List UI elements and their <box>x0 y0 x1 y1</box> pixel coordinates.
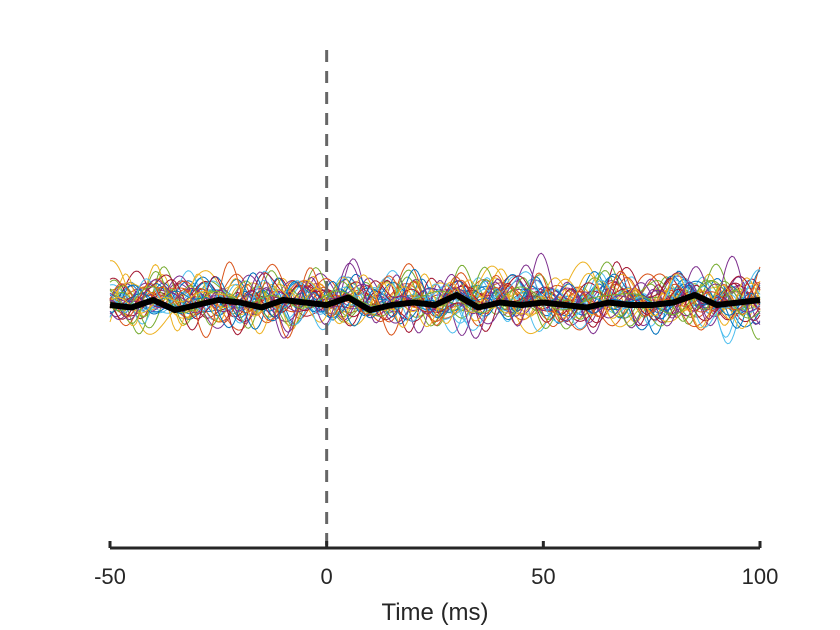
x-tick-label: -50 <box>94 564 126 589</box>
trial-trace <box>109 280 761 319</box>
x-tick-label: 100 <box>742 564 779 589</box>
trial-trace <box>109 266 761 340</box>
trial-trace <box>109 266 761 336</box>
mean-trace <box>109 292 761 314</box>
trial-trace <box>109 280 761 325</box>
x-axis: -50 0 50 100 <box>94 541 778 589</box>
single-trial-traces <box>109 252 761 345</box>
trial-trace <box>109 272 761 329</box>
x-axis-title: Time (ms) <box>381 599 488 626</box>
x-tick-label: 0 <box>321 564 333 589</box>
x-tick-label: 50 <box>531 564 555 589</box>
